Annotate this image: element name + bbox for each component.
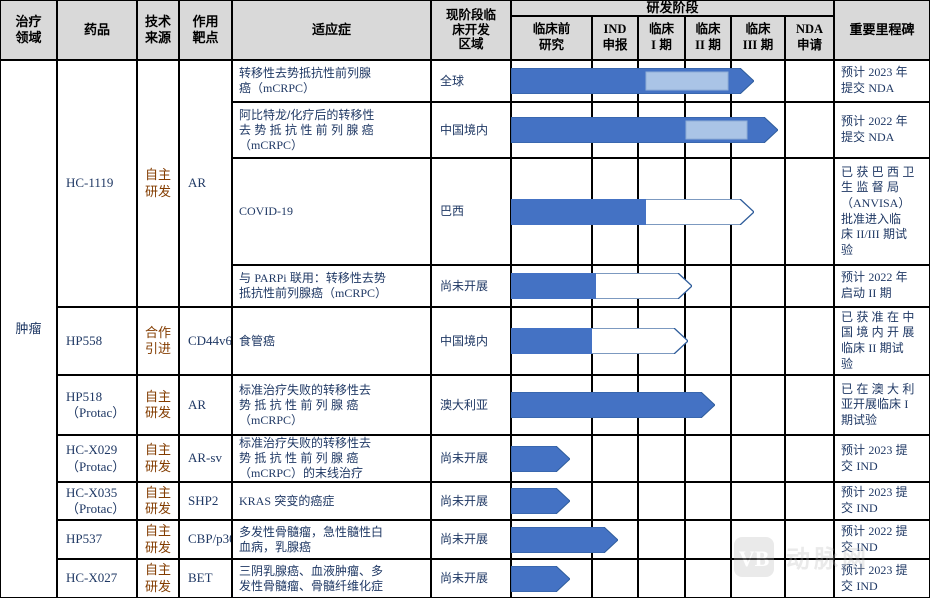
svg-text:VB: VB: [739, 546, 770, 571]
svg-text:动脉网: 动脉网: [786, 546, 870, 573]
